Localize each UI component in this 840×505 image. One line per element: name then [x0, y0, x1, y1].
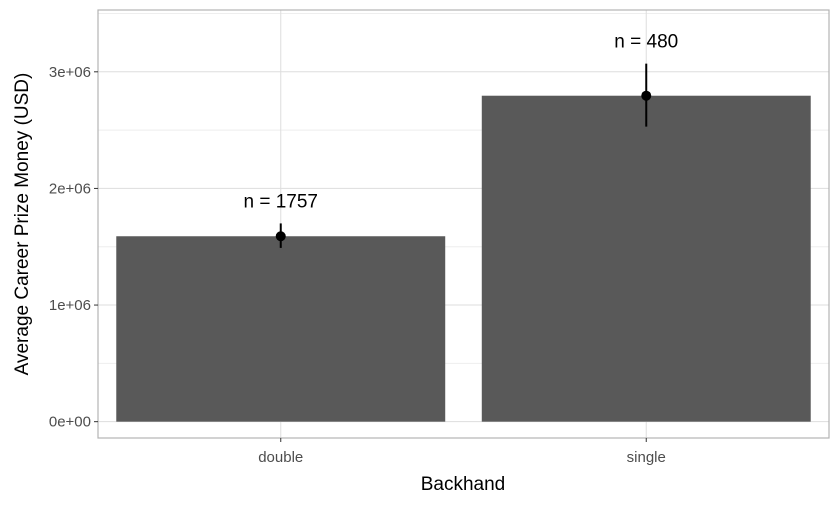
error-bars [275, 63, 652, 248]
x-axis-title: Backhand [421, 474, 506, 495]
y-axis-ticks: 0e+00 1e+06 2e+06 3e+06 [49, 64, 98, 431]
mean-point-single [641, 90, 652, 101]
y-tick-label: 1e+06 [49, 297, 91, 314]
bar-double [116, 236, 446, 422]
panel-border [97, 9, 830, 439]
y-tick-label: 0e+00 [49, 414, 91, 431]
bar-single [481, 95, 811, 422]
y-axis-title: Average Career Prize Money (USD) [12, 73, 33, 376]
data-label-single: n = 480 [614, 32, 678, 53]
data-labels: n = 1757 n = 480 [244, 32, 679, 213]
x-axis-ticks: double single [258, 438, 666, 466]
bars [116, 95, 811, 422]
data-label-double: n = 1757 [244, 191, 319, 212]
y-tick-label: 3e+06 [49, 64, 91, 81]
x-tick-label: single [627, 449, 666, 466]
x-tick-label: double [258, 449, 303, 466]
mean-point-double [275, 231, 286, 242]
y-tick-label: 2e+06 [49, 180, 91, 197]
